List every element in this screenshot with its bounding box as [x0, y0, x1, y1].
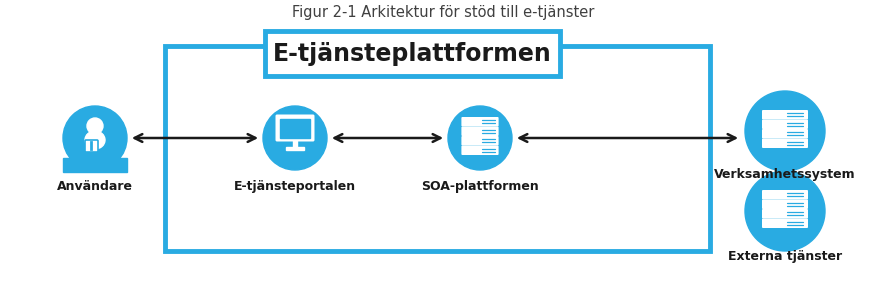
FancyBboxPatch shape [761, 129, 807, 138]
FancyBboxPatch shape [761, 190, 807, 200]
Text: Externa tjänster: Externa tjänster [727, 250, 841, 263]
Bar [265, 31, 559, 76]
Text: SOA-plattformen: SOA-plattformen [421, 180, 539, 193]
FancyBboxPatch shape [461, 136, 498, 145]
Bar [285, 147, 304, 150]
FancyBboxPatch shape [276, 114, 315, 141]
FancyBboxPatch shape [461, 145, 498, 155]
FancyBboxPatch shape [761, 138, 807, 148]
Circle shape [744, 91, 824, 171]
Text: E-tjänsteplattformen: E-tjänsteplattformen [273, 42, 551, 66]
Bar [292, 139, 297, 147]
FancyBboxPatch shape [85, 140, 97, 152]
FancyBboxPatch shape [461, 126, 498, 136]
FancyBboxPatch shape [761, 219, 807, 228]
Circle shape [63, 106, 127, 170]
Circle shape [87, 118, 103, 134]
FancyBboxPatch shape [761, 200, 807, 209]
Circle shape [744, 171, 824, 251]
Text: Användare: Användare [57, 180, 133, 193]
Bar [63, 158, 127, 172]
FancyBboxPatch shape [761, 119, 807, 129]
FancyBboxPatch shape [461, 117, 498, 126]
Text: E-tjänsteportalen: E-tjänsteportalen [234, 180, 355, 193]
Bar [280, 119, 309, 138]
FancyBboxPatch shape [761, 209, 807, 219]
Circle shape [263, 106, 327, 170]
Text: Verksamhetssystem: Verksamhetssystem [713, 168, 855, 181]
Ellipse shape [85, 131, 105, 149]
Circle shape [447, 106, 511, 170]
FancyBboxPatch shape [761, 110, 807, 119]
Text: Figur 2-1 Arkitektur för stöd till e-tjänster: Figur 2-1 Arkitektur för stöd till e-tjä… [291, 5, 594, 20]
Bar [165, 46, 709, 251]
